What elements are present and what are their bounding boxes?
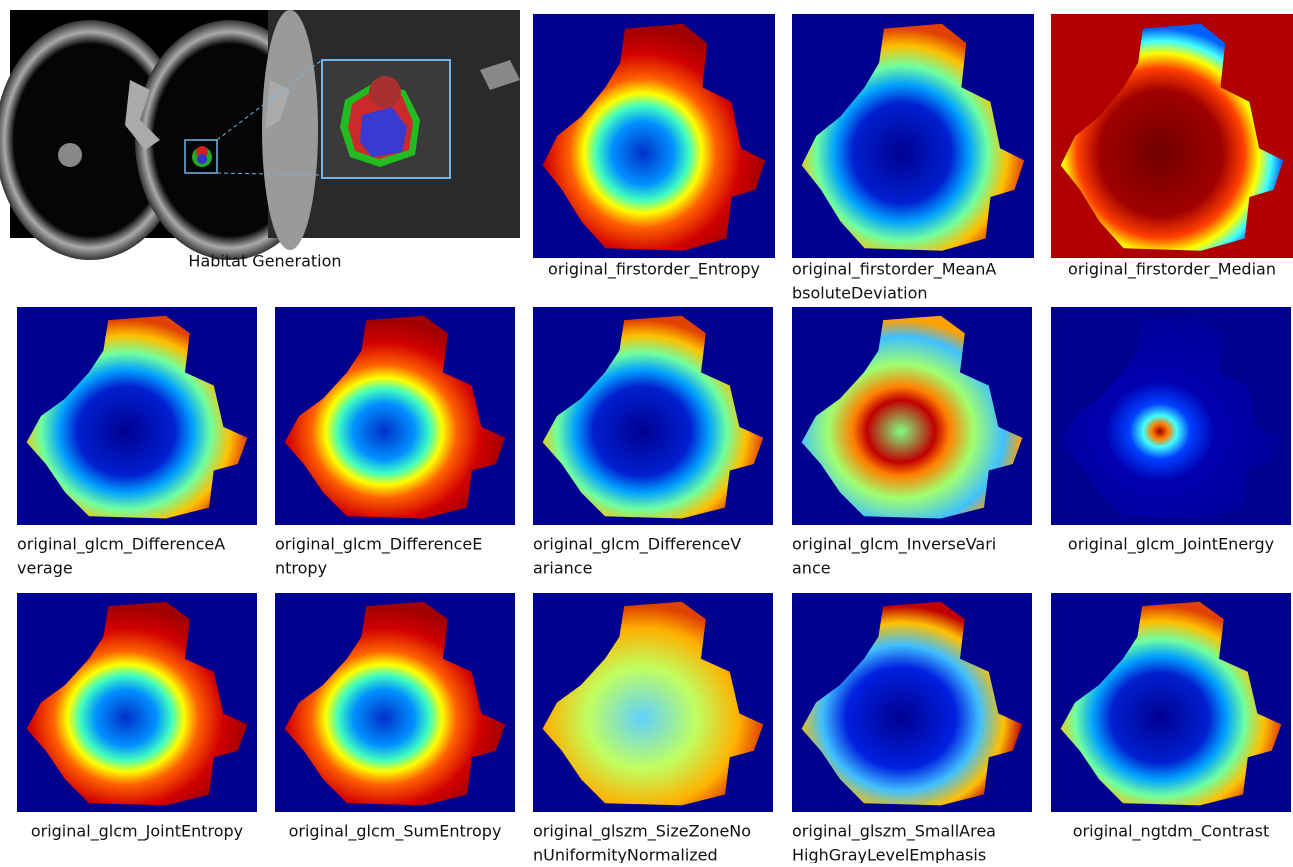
heatmap-panel <box>275 307 515 525</box>
heatmap-panel <box>1051 14 1293 258</box>
heatmap-panel <box>533 307 773 525</box>
panel-caption: original_glcm_JointEntropy <box>31 822 243 842</box>
heatmap-panel <box>17 593 257 812</box>
heatmap-panel <box>1051 593 1291 812</box>
panel-caption: original_glszm_SizeZoneNo <box>533 822 751 842</box>
panel-caption: bsoluteDeviation <box>792 284 928 303</box>
panel-caption: nUniformityNormalized <box>533 846 718 864</box>
panel-caption: original_firstorder_Entropy <box>548 260 760 280</box>
panel-caption: original_glcm_JointEnergy <box>1068 535 1274 555</box>
panel-caption: ntropy <box>275 559 327 578</box>
heatmap-panel <box>792 14 1034 258</box>
panel-caption: original_glszm_SmallArea <box>792 822 996 842</box>
heatmap-panel <box>275 593 515 812</box>
panel-caption: ance <box>792 559 831 578</box>
heatmap-panel <box>17 307 257 525</box>
heatmap-panel <box>533 593 773 812</box>
panel-caption: original_glcm_SumEntropy <box>289 822 502 842</box>
panel-caption: HighGrayLevelEmphasis <box>792 846 986 864</box>
heatmap-panel <box>792 593 1032 812</box>
figure: Habitat Generation original_firstorder_E… <box>0 0 1293 863</box>
panel-caption: original_glcm_DifferenceA <box>17 535 225 555</box>
panel-caption: verage <box>17 559 73 578</box>
panel-caption: ariance <box>533 559 592 578</box>
habitat-caption: Habitat Generation <box>188 252 341 271</box>
heatmap-panel <box>533 14 775 258</box>
heatmap-panel <box>792 307 1032 525</box>
panel-caption: original_ngtdm_Contrast <box>1073 822 1269 842</box>
panel-caption: original_glcm_DifferenceE <box>275 535 482 555</box>
panel-caption: original_firstorder_Median <box>1068 260 1276 280</box>
panel-caption: original_glcm_InverseVari <box>792 535 996 555</box>
heatmap-panel <box>1051 307 1291 525</box>
panel-caption: original_glcm_DifferenceV <box>533 535 741 555</box>
habitat-image <box>0 10 520 260</box>
panel-caption: original_firstorder_MeanA <box>792 260 996 280</box>
